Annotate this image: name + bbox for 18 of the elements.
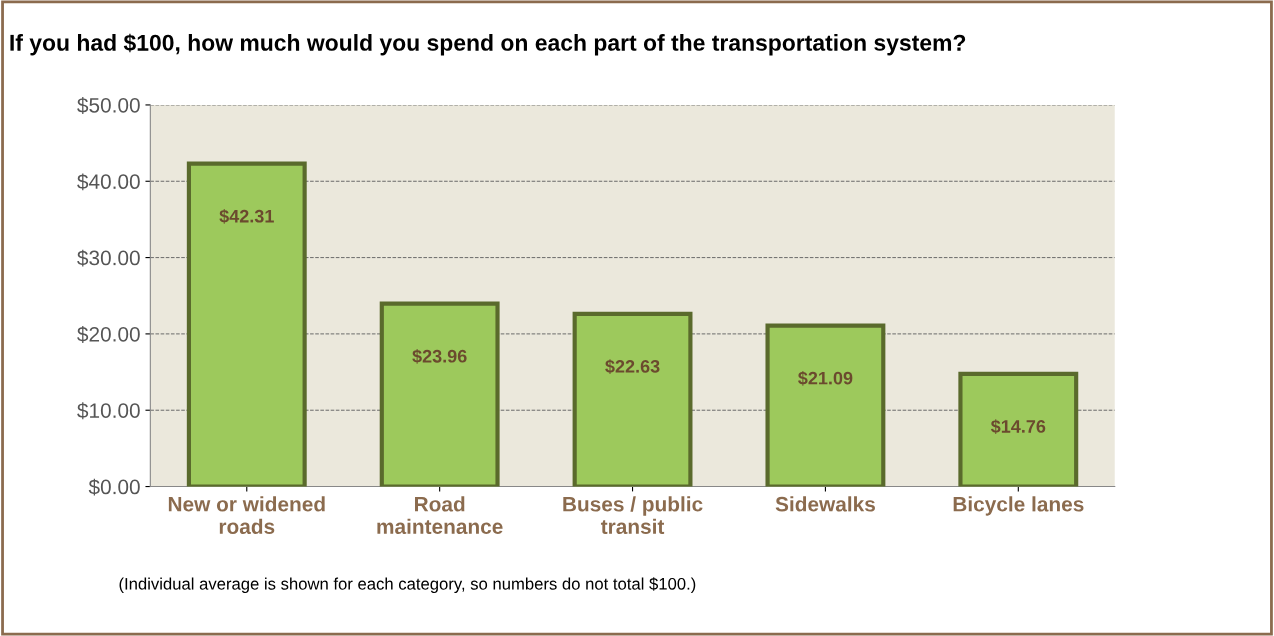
data-label: $23.96 — [412, 349, 467, 364]
y-tick-label: $40.00 — [77, 173, 140, 191]
x-tick-label: Sidewalks — [775, 496, 875, 512]
data-label: $21.09 — [798, 370, 853, 386]
chart-title: If you had $100, how much would you spend on each part of the transportation system? — [10, 33, 966, 56]
x-tick-label: Buses / public transit — [563, 496, 703, 535]
data-label: $22.63 — [605, 359, 660, 374]
x-tick-label: New or widened roads — [168, 496, 325, 535]
y-tick-label: $0.00 — [88, 478, 140, 496]
text: (Individual average is shown for each category, so numbers do not total $100.) — [119, 577, 696, 594]
y-tick-label: $10.00 — [77, 402, 140, 420]
data-label: $42.31 — [219, 208, 274, 224]
y-tick-label: $30.00 — [77, 249, 140, 267]
y-tick-label: $20.00 — [77, 326, 140, 343]
y-tick-label: $50.00 — [77, 97, 140, 114]
x-tick-label: Road maintenance — [377, 496, 503, 535]
data-label: $14.76 — [990, 419, 1046, 434]
x-tick-label: Bicycle lanes — [953, 496, 1084, 516]
